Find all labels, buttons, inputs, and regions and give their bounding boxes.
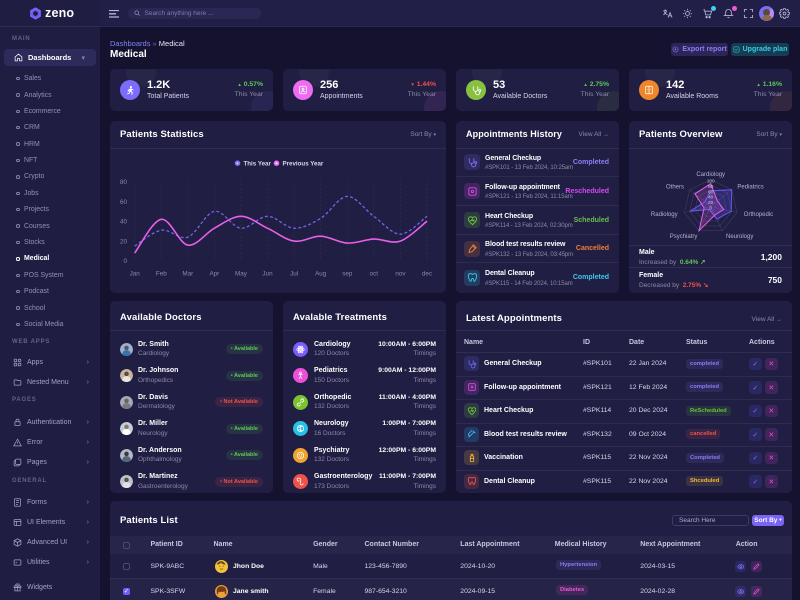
svg-text:20: 20 [708,200,714,206]
svg-text:nov: nov [395,270,406,277]
svg-text:100: 100 [707,178,715,184]
svg-text:0: 0 [709,205,712,211]
svg-text:Aug: Aug [315,270,327,277]
svg-text:Previous Year: Previous Year [283,160,324,167]
svg-text:Pediatrics: Pediatrics [737,184,763,190]
svg-text:Cardiology: Cardiology [696,172,725,178]
svg-text:Neurology: Neurology [726,234,753,240]
svg-text:Feb: Feb [156,270,167,277]
svg-text:Jan: Jan [130,270,141,277]
svg-text:40: 40 [708,194,714,200]
svg-text:40: 40 [120,218,128,225]
svg-text:This Year: This Year [244,160,272,167]
svg-text:May: May [235,270,248,277]
svg-text:60: 60 [708,189,714,195]
svg-text:Jul: Jul [290,270,298,277]
svg-text:Jun: Jun [262,270,273,277]
svg-text:Radiology: Radiology [651,211,678,217]
svg-text:Apr: Apr [209,270,219,277]
svg-text:dec: dec [422,270,432,277]
svg-text:80: 80 [708,183,714,189]
svg-text:Mar: Mar [182,270,193,277]
svg-text:sep: sep [342,270,353,277]
svg-text:60: 60 [120,198,128,205]
svg-text:Orthopedic: Orthopedic [744,211,773,217]
svg-text:20: 20 [120,238,128,245]
svg-text:oct: oct [370,270,379,277]
svg-text:80: 80 [120,179,128,186]
svg-text:Psychiatry: Psychiatry [670,234,698,240]
svg-text:Others: Others [666,184,684,190]
svg-text:0: 0 [123,258,127,265]
